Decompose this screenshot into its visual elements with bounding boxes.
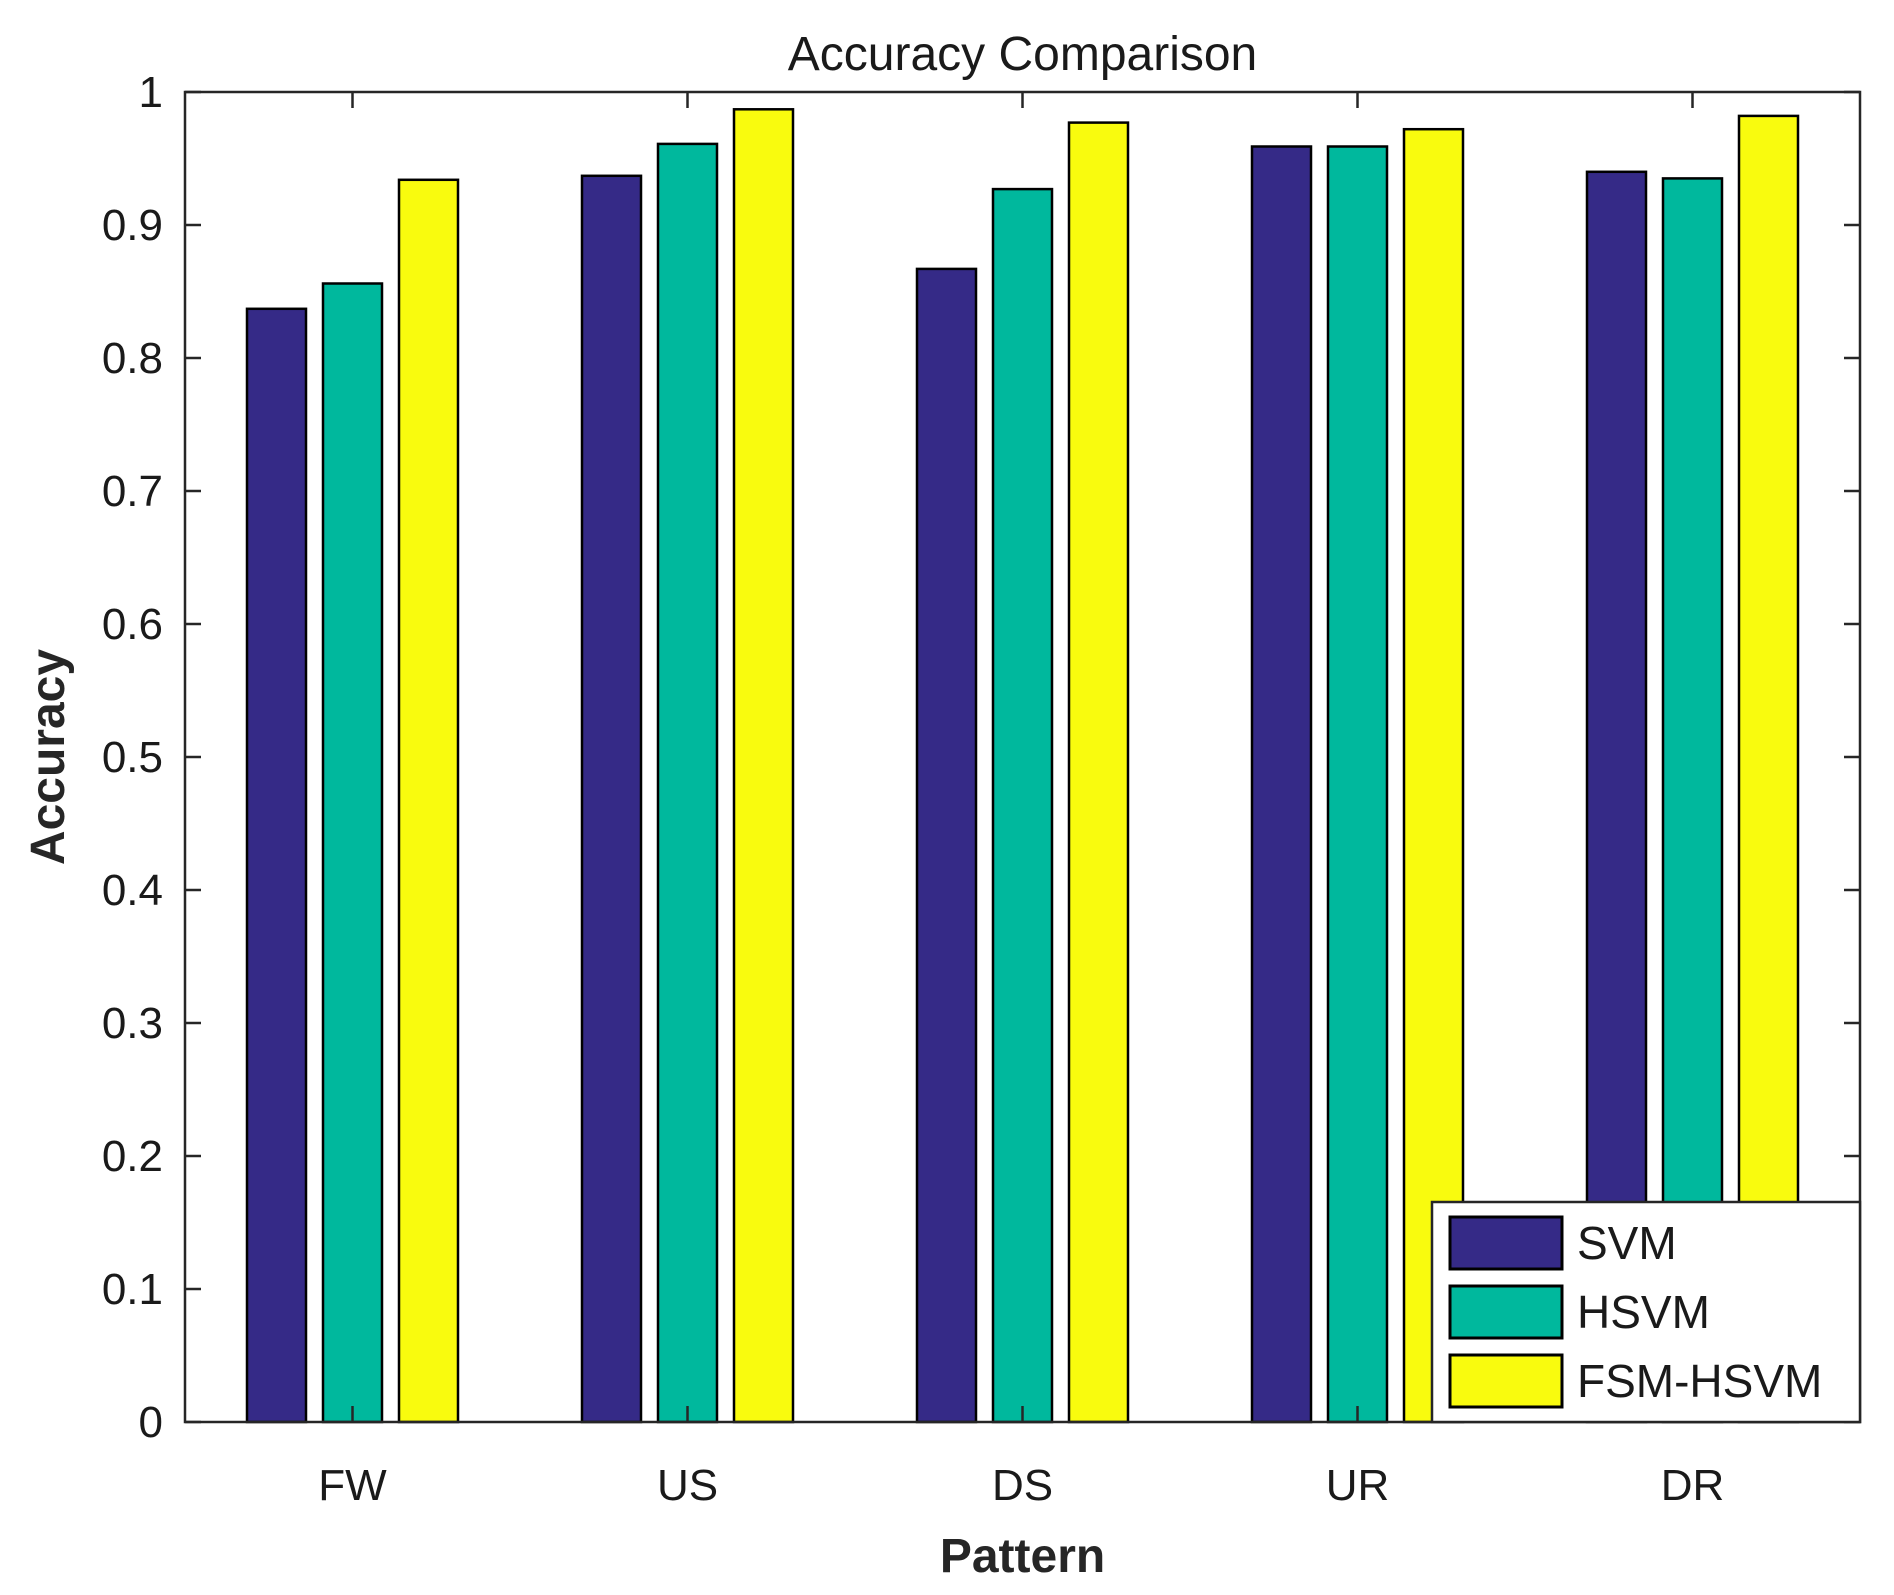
x-tick-label-us: US	[657, 1461, 718, 1510]
legend-label-svm: SVM	[1577, 1217, 1677, 1269]
bar-fsm-hsvm-fw	[397, 178, 460, 1424]
x-tick-label-fw: FW	[318, 1461, 387, 1510]
bar-fsm-hsvm-ds	[1067, 121, 1130, 1424]
legend-swatch-svm	[1448, 1215, 1564, 1271]
bar-hsvm-ds	[991, 187, 1054, 1424]
y-tick-label-1: 0.1	[102, 1265, 163, 1314]
bar-svm-ur	[1250, 145, 1313, 1424]
bar-hsvm-fw	[321, 282, 384, 1424]
legend-swatch-fsm-hsvm	[1448, 1353, 1564, 1409]
x-axis-label: Pattern	[940, 1530, 1105, 1583]
x-tick-label-dr: DR	[1661, 1461, 1725, 1510]
y-tick-label-0: 0	[139, 1398, 163, 1447]
y-tick-label-9: 0.9	[102, 201, 163, 250]
y-tick-label-7: 0.7	[102, 467, 163, 516]
y-tick-label-3: 0.3	[102, 999, 163, 1048]
legend-label-hsvm: HSVM	[1577, 1286, 1710, 1338]
bar-hsvm-ur	[1326, 145, 1389, 1424]
y-tick-label-4: 0.4	[102, 866, 163, 915]
bar-svm-us	[580, 174, 643, 1424]
plot-frame	[183, 90, 1862, 1424]
legend: SVM HSVM FSM-HSVM	[1430, 1200, 1862, 1424]
y-tick-label-10: 1	[139, 68, 163, 117]
y-axis-label: Accuracy	[22, 649, 75, 865]
bar-svm-ds	[915, 267, 978, 1424]
bar-fsm-hsvm-us	[732, 108, 795, 1424]
legend-swatch-hsvm	[1448, 1284, 1564, 1340]
y-tick-label-6: 0.6	[102, 600, 163, 649]
y-tick-label-8: 0.8	[102, 334, 163, 383]
bar-hsvm-us	[656, 142, 719, 1424]
x-tick-label-ds: DS	[992, 1461, 1053, 1510]
y-tick-label-5: 0.5	[102, 733, 163, 782]
legend-label-fsm-hsvm: FSM-HSVM	[1577, 1355, 1822, 1407]
bar-svm-fw	[245, 307, 308, 1424]
x-tick-label-ur: UR	[1326, 1461, 1390, 1510]
ticks-layer: 0 0.1 0.2 0.3 0.4 0.5 0.6 0.7 0.8 0.9 1 FW US DS UR DR	[102, 68, 1860, 1510]
y-tick-label-2: 0.2	[102, 1132, 163, 1181]
chart-title: Accuracy Comparison	[788, 28, 1258, 81]
